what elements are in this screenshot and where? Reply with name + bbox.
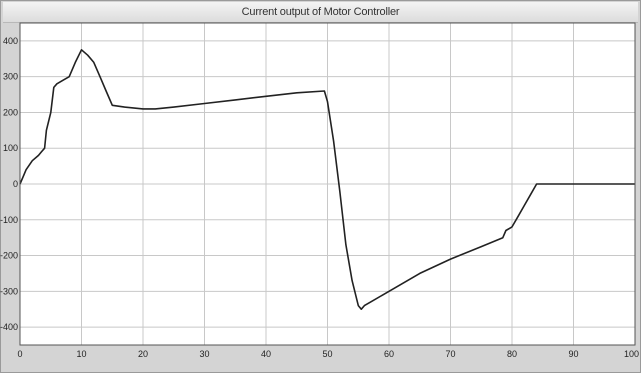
x-tick-label: 80	[507, 349, 517, 359]
y-tick-label: 100	[3, 143, 18, 153]
y-tick-label: 0	[13, 179, 18, 189]
y-tick-label: -300	[0, 286, 18, 296]
y-tick-label: -200	[0, 251, 18, 261]
y-tick-label: 300	[3, 72, 18, 82]
y-tick-label: -400	[0, 322, 18, 332]
y-tick-label: 200	[3, 107, 18, 117]
y-tick-labels: -400 -300 -200 -100 0 100 200 300 400	[0, 36, 18, 332]
x-tick-label: 10	[76, 349, 86, 359]
x-tick-label: 40	[261, 349, 271, 359]
series-line-current	[19, 49, 635, 310]
y-tick-label: -100	[0, 215, 18, 225]
x-tick-label: 20	[138, 349, 148, 359]
plot-frame	[19, 22, 636, 346]
y-tick-label: 400	[3, 36, 18, 46]
x-tick-labels: 0 10 20 30 40 50 60 70 80 90 100	[17, 349, 639, 359]
x-tick-label: 70	[445, 349, 455, 359]
x-tick-label: 0	[17, 349, 22, 359]
x-tick-label: 30	[199, 349, 209, 359]
x-tick-label: 60	[384, 349, 394, 359]
x-tick-label: 90	[568, 349, 578, 359]
grid-lines	[20, 23, 635, 345]
x-tick-label: 50	[322, 349, 332, 359]
x-tick-label: 100	[624, 349, 639, 359]
